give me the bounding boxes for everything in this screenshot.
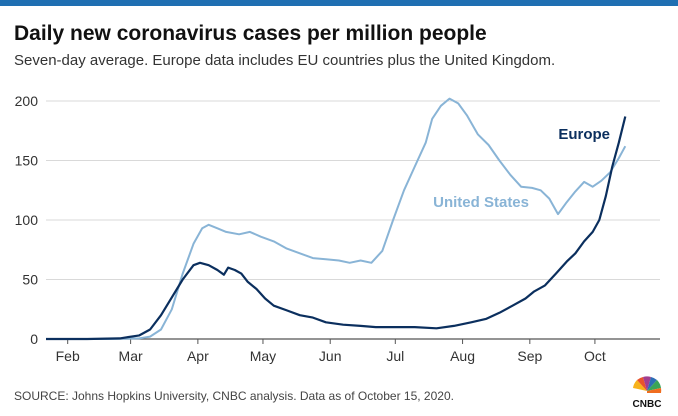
source-note: SOURCE: Johns Hopkins University, CNBC a… bbox=[14, 389, 454, 403]
y-tick-label: 200 bbox=[15, 93, 39, 109]
x-tick-label: Jun bbox=[319, 348, 342, 364]
logo-text: CNBC bbox=[633, 399, 662, 410]
x-tick-label: Apr bbox=[187, 348, 209, 364]
cnbc-logo: CNBC bbox=[621, 371, 673, 411]
series-line-europe bbox=[46, 116, 627, 341]
x-tick-label: Oct bbox=[584, 348, 606, 364]
x-tick-label: Jul bbox=[386, 348, 404, 364]
x-tick-label: Mar bbox=[119, 348, 143, 364]
chart-subtitle: Seven-day average. Europe data includes … bbox=[14, 52, 556, 69]
y-tick-label: 50 bbox=[22, 272, 38, 288]
x-tick-label: Sep bbox=[517, 348, 542, 364]
chart-title: Daily new coronavirus cases per million … bbox=[14, 22, 487, 45]
y-tick-label: 100 bbox=[15, 212, 39, 228]
series-label-europe: Europe bbox=[558, 126, 610, 143]
x-tick-label: Feb bbox=[56, 348, 80, 364]
y-tick-label: 150 bbox=[15, 153, 39, 169]
top-accent-bar bbox=[0, 0, 678, 6]
series-line-united-states bbox=[46, 97, 627, 340]
x-tick-label: Aug bbox=[450, 348, 475, 364]
series-label-united-states: United States bbox=[433, 194, 529, 211]
x-tick-label: May bbox=[250, 348, 276, 364]
y-tick-label: 0 bbox=[30, 331, 38, 347]
